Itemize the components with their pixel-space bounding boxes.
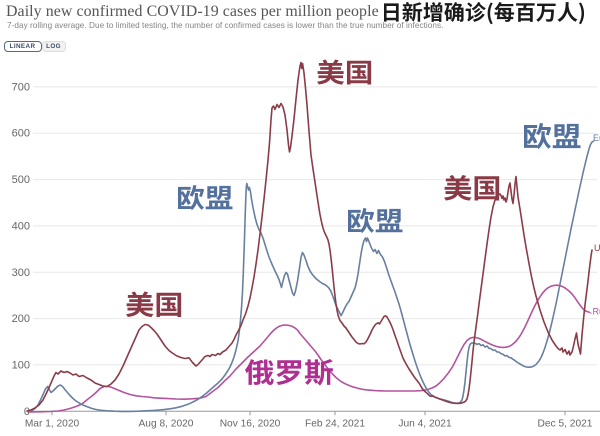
svg-text:Europea: Europea [593,133,600,143]
svg-text:0: 0 [24,406,30,418]
svg-text:500: 500 [12,174,30,186]
svg-text:Nov 16, 2020: Nov 16, 2020 [220,419,281,430]
svg-text:Aug 8, 2020: Aug 8, 2020 [139,419,194,430]
svg-text:200: 200 [12,313,30,325]
svg-text:700: 700 [12,81,30,93]
svg-text:300: 300 [12,267,30,279]
svg-text:400: 400 [12,220,30,232]
svg-text:600: 600 [12,128,30,140]
svg-text:Feb 24, 2021: Feb 24, 2021 [305,419,365,430]
svg-text:Dec 5, 2021: Dec 5, 2021 [538,419,593,430]
svg-text:100: 100 [12,359,30,371]
svg-text:United S: United S [594,243,600,253]
svg-text:Jun 4, 2021: Jun 4, 2021 [398,419,452,430]
svg-text:Russia: Russia [593,307,600,317]
svg-text:Mar 1, 2020: Mar 1, 2020 [25,419,80,430]
